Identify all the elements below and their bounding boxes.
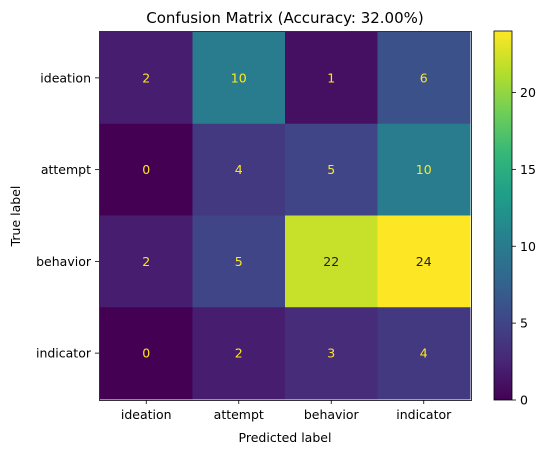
cell-value-label: 1 bbox=[327, 70, 335, 85]
heatmap-cell bbox=[192, 215, 286, 308]
heatmap-cell bbox=[100, 307, 193, 400]
cell-value-label: 24 bbox=[416, 254, 432, 269]
colorbar-tick-label: 5 bbox=[520, 316, 528, 331]
x-tick-label: attempt bbox=[214, 407, 264, 422]
heatmap-cell bbox=[192, 123, 286, 216]
colorbar-tick-label: 20 bbox=[520, 85, 536, 100]
heatmap-cell bbox=[377, 215, 471, 308]
cell-value-label: 22 bbox=[323, 254, 339, 269]
heatmap-cell bbox=[192, 307, 286, 400]
cell-value-label: 2 bbox=[235, 346, 243, 361]
cell-value-label: 4 bbox=[235, 162, 243, 177]
heatmap-cell bbox=[377, 123, 471, 216]
cell-value-label: 10 bbox=[416, 162, 432, 177]
y-tick-label: indicator bbox=[36, 346, 92, 361]
cell-value-label: 4 bbox=[420, 346, 428, 361]
y-axis-label: True label bbox=[8, 186, 23, 248]
x-axis-label: Predicted label bbox=[239, 430, 332, 445]
y-tick-label: attempt bbox=[41, 162, 91, 177]
cell-value-label: 5 bbox=[327, 162, 335, 177]
cell-value-label: 2 bbox=[142, 254, 150, 269]
heatmap-cells: 2 10 1 6 0 4 5 10 2 5 22 24 0 2 3 4 bbox=[100, 32, 471, 400]
cell-value-label: 6 bbox=[420, 70, 428, 85]
y-axis-ticks: ideation attempt behavior indicator bbox=[36, 70, 99, 361]
cell-value-label: 0 bbox=[142, 346, 150, 361]
y-tick-label: ideation bbox=[40, 70, 91, 85]
cell-value-label: 10 bbox=[231, 70, 247, 85]
heatmap-cell bbox=[192, 32, 286, 125]
y-tick-label: behavior bbox=[36, 254, 92, 269]
colorbar-tick-label: 15 bbox=[520, 162, 536, 177]
cell-value-label: 0 bbox=[142, 162, 150, 177]
x-tick-label: behavior bbox=[304, 407, 360, 422]
cell-value-label: 3 bbox=[327, 346, 335, 361]
x-tick-label: ideation bbox=[121, 407, 172, 422]
heatmap-cell bbox=[377, 32, 471, 125]
heatmap-cell bbox=[100, 215, 193, 308]
colorbar-tick-label: 10 bbox=[520, 239, 536, 254]
x-axis-ticks: ideation attempt behavior indicator bbox=[121, 400, 452, 422]
cell-value-label: 5 bbox=[235, 254, 243, 269]
heatmap-cell bbox=[285, 215, 378, 308]
heatmap-frame bbox=[99, 31, 472, 401]
colorbar-ticks: 0 5 10 15 20 bbox=[512, 85, 536, 408]
heatmap-cell bbox=[100, 123, 193, 216]
heatmap-cell bbox=[285, 123, 378, 216]
heatmap-cell bbox=[100, 32, 193, 125]
heatmap-cell bbox=[285, 32, 378, 125]
chart-title: Confusion Matrix (Accuracy: 32.00%) bbox=[146, 9, 424, 27]
cell-value-label: 2 bbox=[142, 70, 150, 85]
heatmap-cell bbox=[377, 307, 471, 400]
colorbar-tick-label: 0 bbox=[520, 393, 528, 408]
x-tick-label: indicator bbox=[396, 407, 452, 422]
heatmap-cell bbox=[285, 307, 378, 400]
colorbar bbox=[493, 30, 513, 401]
